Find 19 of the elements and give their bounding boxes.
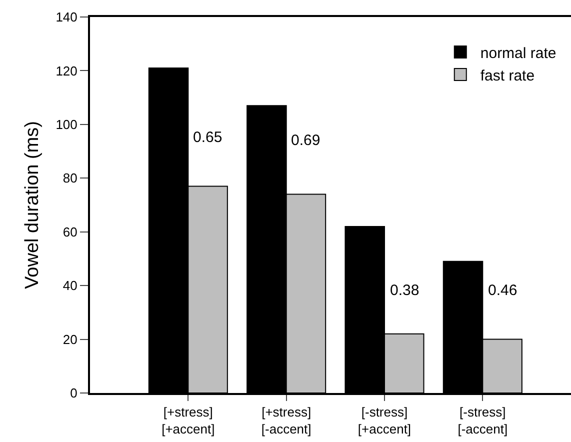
y-tick-label: 40: [62, 278, 78, 294]
annotation: 0.38: [390, 282, 420, 299]
x-tick-label: [-stress] [-accent]: [458, 404, 508, 436]
y-tick-label: 140: [56, 10, 78, 25]
y-tick-label: 60: [62, 224, 78, 240]
legend-label: normal rate: [480, 44, 556, 62]
annotation: 0.46: [488, 282, 518, 299]
x-tick-label: [+stress] [+accent]: [162, 404, 215, 436]
x-tick-label: [+stress] [-accent]: [261, 404, 312, 436]
y-tick-label: 100: [56, 116, 78, 132]
y-axis-title: Vowel duration (ms): [22, 121, 44, 289]
x-tick-label: [-stress] [+accent]: [358, 404, 412, 436]
annotation: 0.69: [291, 132, 320, 149]
y-tick-label: 80: [62, 170, 78, 186]
annotation: 0.65: [193, 129, 222, 146]
y-tick-label: 0: [70, 386, 78, 401]
y-tick-label: 120: [56, 63, 78, 78]
y-tick-label: 20: [62, 332, 78, 347]
legend-label: fast rate: [480, 67, 535, 84]
